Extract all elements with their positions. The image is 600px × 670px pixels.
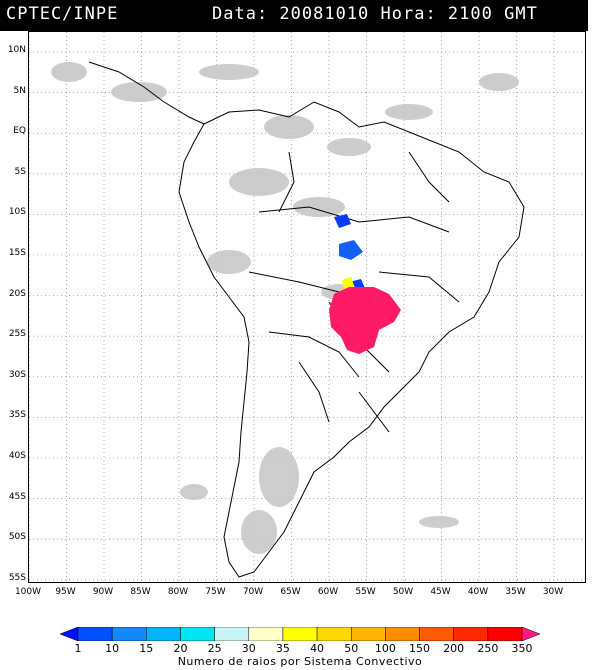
lon-label: 85W (130, 587, 151, 597)
colorbar-tick-label: 25 (207, 642, 222, 655)
lon-label: 55W (355, 587, 376, 597)
map-panel (28, 31, 586, 583)
colorbar-tick-label: 10 (105, 642, 120, 655)
lon-label: 50W (392, 587, 414, 597)
colorbar-tick-label: 30 (241, 642, 256, 655)
colorbar-segment (521, 627, 540, 641)
lon-label: 80W (167, 587, 189, 597)
colorbar-segment (350, 627, 386, 641)
colorbar-tick-label: 350 (511, 642, 533, 655)
lon-label: 75W (205, 587, 226, 597)
colorbar-tick-label: 40 (310, 642, 325, 655)
lat-label: EQ (13, 126, 26, 137)
cloud-layer (51, 62, 519, 554)
lon-label: 60W (317, 587, 339, 597)
colorbar-segment (60, 627, 79, 641)
colorbar-tick-label: 150 (409, 642, 431, 655)
lat-label: 20S (8, 288, 26, 299)
lightning-cells (329, 214, 401, 354)
legend-colorbar (60, 627, 540, 641)
map-header: CPTEC/INPE Data: 20081010 Hora: 2100 GMT (0, 0, 588, 31)
agency-label: CPTEC/INPE (6, 4, 119, 24)
lat-label: 25S (8, 329, 26, 340)
lon-label: 30W (542, 587, 564, 597)
lat-label: 55S (8, 572, 26, 583)
colorbar-segment (316, 627, 352, 641)
colorbar-segment (385, 627, 420, 641)
lon-label: 70W (242, 587, 264, 597)
colorbar-segment (77, 627, 113, 641)
lat-label: 50S (8, 532, 26, 543)
lat-label: 40S (8, 451, 26, 461)
lat-label: 10N (7, 45, 26, 55)
colorbar-tick-label: 1 (74, 642, 82, 655)
colorbar-segment (453, 627, 489, 641)
colorbar-tick-label: 15 (139, 642, 154, 655)
colorbar-segment (180, 627, 215, 641)
colorbar-segment (282, 627, 318, 641)
lat-label: 45S (8, 491, 26, 502)
lat-label: 5N (13, 85, 26, 96)
lat-label: 30S (8, 369, 26, 380)
lon-label: 65W (280, 587, 301, 597)
lat-label: 5S (14, 166, 26, 177)
lon-label: 90W (92, 587, 114, 597)
coastline-layer (88, 61, 525, 578)
timestamp-label: Data: 20081010 Hora: 2100 GMT (212, 4, 538, 24)
colorbar-segment (111, 627, 147, 641)
lat-label: 35S (8, 410, 26, 421)
map-canvas (29, 32, 585, 582)
lon-label: 95W (55, 587, 76, 597)
colorbar-tick-label: 250 (477, 642, 499, 655)
colorbar-tick-label: 50 (344, 642, 359, 655)
lon-label: 100W (14, 587, 42, 597)
lon-label: 35W (505, 587, 526, 597)
colorbar-tick-label: 20 (173, 642, 188, 655)
lon-label: 40W (467, 587, 489, 597)
lat-label: 10S (8, 207, 26, 218)
lat-lon-grid (29, 32, 585, 582)
colorbar-segment (146, 627, 181, 641)
colorbar-tick-label: 200 (443, 642, 465, 655)
colorbar-tick-label: 35 (275, 642, 290, 655)
colorbar-segment (214, 627, 250, 641)
colorbar-segment (487, 627, 523, 641)
legend-title: Numero de raios por Sistema Convectivo (177, 655, 423, 668)
lat-label: 15S (8, 248, 26, 258)
colorbar-segment (419, 627, 454, 641)
lon-label: 45W (430, 587, 451, 597)
colorbar-segment (248, 627, 284, 641)
colorbar-tick-label: 100 (374, 642, 396, 655)
